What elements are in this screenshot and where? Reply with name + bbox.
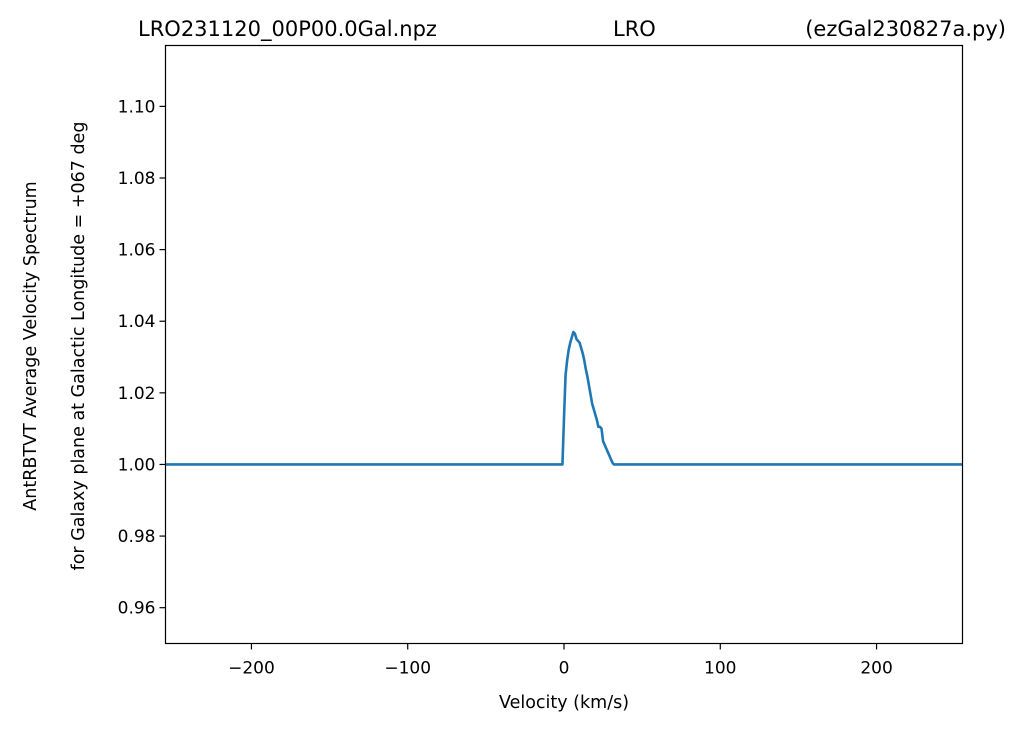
x-axis-label: Velocity (km/s): [499, 693, 629, 713]
x-tick-label: 100: [704, 659, 736, 679]
spectrum-series-line: [165, 330, 963, 466]
y-axis-ticks: 0.96 0.98 1.00 1.02 1.04 1.06 1.08 1.10: [118, 97, 166, 619]
y-tick-label: 1.08: [118, 169, 156, 189]
y-tick-label: 1.10: [118, 97, 156, 117]
y-tick-label: 1.02: [118, 384, 156, 404]
x-tick-label: −200: [228, 659, 275, 679]
x-tick-label: 0: [559, 659, 570, 679]
y-tick-label: 1.04: [118, 312, 156, 332]
y-tick-label: 0.96: [118, 599, 156, 619]
y-tick-label: 0.98: [118, 527, 156, 547]
x-tick-label: −100: [384, 659, 431, 679]
y-axis-label-line2: for Galaxy plane at Galactic Longitude =…: [69, 122, 89, 571]
title-station: LRO: [613, 17, 656, 41]
y-axis-label-line1: AntRBTVT Average Velocity Spectrum: [21, 181, 41, 510]
x-tick-label: 200: [860, 659, 892, 679]
title-filename: LRO231120_00P00.0Gal.npz: [138, 17, 437, 42]
x-axis-ticks: −200 −100 0 100 200: [228, 643, 893, 679]
y-tick-label: 1.06: [118, 241, 156, 261]
plot-area-frame: [164, 44, 964, 645]
title-script: (ezGal230827a.py): [805, 17, 1006, 41]
y-tick-label: 1.00: [118, 455, 156, 475]
